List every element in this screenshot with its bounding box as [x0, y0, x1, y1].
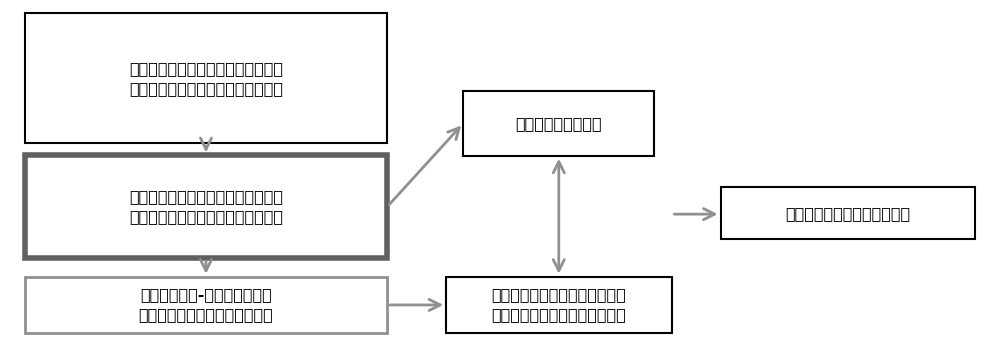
FancyBboxPatch shape	[25, 277, 387, 333]
FancyBboxPatch shape	[25, 13, 387, 143]
Text: 通过关系式发现，替代品对应的磁导
率相差不大，但是介电常数相差较大: 通过关系式发现，替代品对应的磁导 率相差不大，但是介电常数相差较大	[129, 189, 283, 224]
Text: 通过设胶板和替代品吸收剂体积分数
相同，建立方程等式，找出一个特解: 通过设胶板和替代品吸收剂体积分数 相同，建立方程等式，找出一个特解	[129, 61, 283, 96]
FancyBboxPatch shape	[720, 187, 975, 239]
FancyBboxPatch shape	[463, 91, 654, 156]
Text: 对比胶板测试和计算的反射率: 对比胶板测试和计算的反射率	[785, 206, 910, 221]
FancyBboxPatch shape	[446, 277, 672, 333]
Text: 通过麦克斯韦-加内特混合公式
反解出胶板中碳基铁的介电常数: 通过麦克斯韦-加内特混合公式 反解出胶板中碳基铁的介电常数	[139, 288, 273, 322]
FancyBboxPatch shape	[25, 155, 387, 258]
Text: 计算出胶板的磁导率: 计算出胶板的磁导率	[515, 116, 602, 131]
Text: 测出固化树脂的介电常数，依据
体积比计算不同胶板的介电常数: 测出固化树脂的介电常数，依据 体积比计算不同胶板的介电常数	[491, 288, 626, 322]
